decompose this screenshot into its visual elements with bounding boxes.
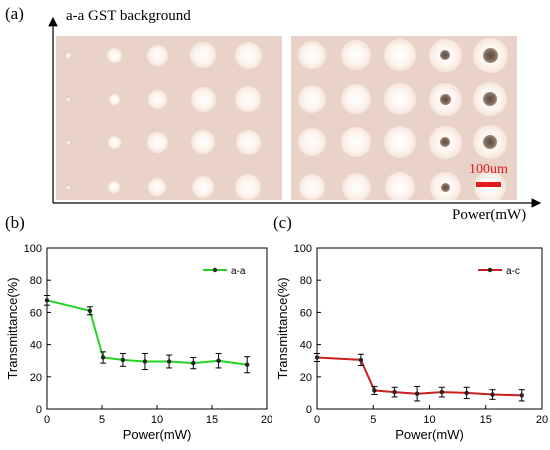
laser-spot bbox=[190, 42, 216, 68]
laser-spot bbox=[341, 84, 371, 114]
laser-spot bbox=[106, 47, 122, 63]
laser-spot bbox=[191, 130, 215, 154]
ablation-crater bbox=[440, 182, 450, 192]
micrograph-title: a-a GST background bbox=[66, 8, 191, 24]
x-axis-label: Power(mW) bbox=[395, 427, 464, 442]
laser-spot bbox=[190, 86, 216, 112]
data-point bbox=[100, 355, 106, 360]
ablation-crater bbox=[482, 47, 498, 63]
y-tick-label: 80 bbox=[30, 275, 42, 287]
x-tick-label: 10 bbox=[423, 414, 435, 426]
chart-c: 0 20 40 60 80 100 0 5 10 15 20 Power(mW) Transmittan… bbox=[275, 243, 548, 442]
x-tick-label: 20 bbox=[261, 414, 272, 426]
laser-spot bbox=[235, 129, 261, 155]
y-tick-label: 40 bbox=[300, 340, 312, 352]
laser-spot bbox=[384, 39, 416, 71]
laser-spot bbox=[235, 174, 261, 200]
laser-spot bbox=[234, 41, 262, 69]
x-tick-label: 5 bbox=[370, 414, 376, 426]
laser-spot bbox=[341, 127, 371, 157]
ablation-crater bbox=[483, 92, 497, 106]
micrograph-left bbox=[56, 36, 282, 200]
data-point bbox=[490, 392, 495, 397]
laser-spot bbox=[66, 185, 70, 189]
scale-bar bbox=[476, 182, 501, 187]
data-point bbox=[314, 355, 320, 360]
laser-spot bbox=[235, 86, 261, 112]
panel-a-label: (a) bbox=[5, 4, 24, 23]
ablation-crater bbox=[483, 135, 497, 149]
laser-spot bbox=[298, 128, 326, 156]
data-point bbox=[216, 358, 221, 363]
micrograph-power-label: Power(mW) bbox=[452, 207, 527, 223]
ablation-crater bbox=[440, 50, 450, 60]
laser-spot bbox=[148, 178, 166, 196]
x-tick-label: 15 bbox=[206, 414, 218, 426]
y-axis-label: Transmittance(%) bbox=[275, 277, 290, 379]
laser-spot bbox=[299, 174, 325, 200]
laser-spot bbox=[341, 40, 371, 70]
y-tick-label: 60 bbox=[300, 307, 312, 319]
data-point bbox=[372, 388, 377, 393]
laser-spot bbox=[66, 140, 70, 144]
legend-label: a-a bbox=[231, 266, 246, 277]
x-tick-label: 0 bbox=[314, 414, 320, 426]
y-tick-label: 100 bbox=[294, 243, 312, 255]
laser-spot bbox=[66, 97, 70, 101]
laser-spot bbox=[146, 131, 168, 153]
data-point bbox=[358, 357, 364, 363]
y-tick-label: 0 bbox=[306, 404, 312, 416]
data-point bbox=[414, 391, 420, 396]
legend-marker bbox=[487, 267, 493, 273]
data-point bbox=[87, 308, 93, 313]
ablation-crater bbox=[439, 93, 451, 105]
laser-spot bbox=[384, 126, 416, 158]
laser-spot bbox=[384, 83, 416, 115]
laser-spot bbox=[298, 41, 326, 69]
x-axis-label: Power(mW) bbox=[123, 427, 192, 442]
x-tick-label: 10 bbox=[151, 414, 163, 426]
laser-spot bbox=[146, 44, 168, 66]
panel-c-label: (c) bbox=[273, 213, 292, 232]
data-point bbox=[166, 359, 172, 364]
laser-spot bbox=[65, 52, 71, 58]
data-point bbox=[392, 389, 397, 395]
y-tick-label: 20 bbox=[300, 372, 312, 384]
legend-marker bbox=[212, 267, 218, 273]
ablation-crater bbox=[440, 137, 450, 147]
series-line bbox=[46, 299, 248, 366]
y-tick-label: 0 bbox=[36, 404, 42, 416]
y-tick-label: 60 bbox=[30, 307, 42, 319]
y-tick-label: 100 bbox=[24, 243, 42, 255]
data-point bbox=[245, 362, 250, 367]
laser-spot bbox=[147, 89, 167, 109]
scale-bar-label: 100um bbox=[469, 162, 508, 177]
data-point bbox=[439, 389, 445, 395]
laser-spot bbox=[192, 176, 214, 198]
laser-spot bbox=[108, 93, 120, 105]
x-tick-label: 5 bbox=[99, 414, 105, 426]
data-point bbox=[120, 357, 126, 363]
y-tick-label: 20 bbox=[30, 372, 42, 384]
data-point bbox=[44, 298, 50, 303]
data-point bbox=[191, 360, 196, 366]
micrograph-right bbox=[291, 36, 517, 200]
laser-spot bbox=[107, 135, 121, 149]
laser-spot bbox=[341, 172, 371, 200]
panel-b-label: (b) bbox=[5, 213, 25, 232]
laser-spot bbox=[108, 181, 120, 193]
legend-label: a-c bbox=[506, 266, 520, 277]
data-point bbox=[142, 359, 148, 364]
y-axis-label: Transmittance(%) bbox=[5, 277, 20, 379]
y-tick-label: 80 bbox=[300, 275, 312, 287]
x-tick-label: 20 bbox=[536, 414, 548, 426]
laser-spot bbox=[385, 172, 415, 200]
x-tick-label: 15 bbox=[480, 414, 492, 426]
data-point bbox=[464, 390, 469, 396]
x-tick-label: 0 bbox=[44, 414, 50, 426]
y-tick-label: 40 bbox=[30, 340, 42, 352]
data-point bbox=[519, 393, 524, 398]
chart-b: 0 20 40 60 80 100 0 5 10 15 20 Power(mW) Transmittan… bbox=[5, 243, 272, 442]
laser-spot bbox=[298, 85, 326, 113]
